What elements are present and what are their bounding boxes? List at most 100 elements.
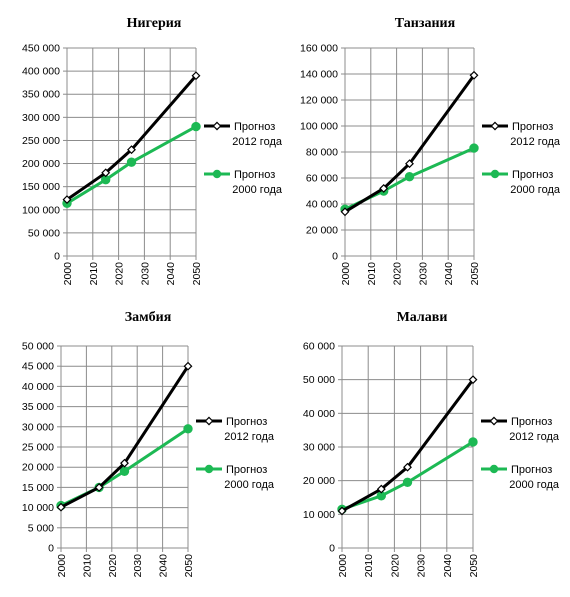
legend-label-line2: 2012 года <box>510 136 561 148</box>
chart-zambia: Замбия 0 5 000 10 000 15 000 20 000 25 000 30 0… <box>0 298 285 597</box>
chart-nigeria: Нигерия 0 50 000 100 000 150 000 200 000 250 0… <box>0 0 285 298</box>
x-tick-label: 2020 <box>392 262 404 286</box>
x-tick-label: 2000 <box>337 554 349 578</box>
chart-tanzania: Танзания 0 20 000 40 000 60 000 80 000 100 000… <box>285 0 570 298</box>
legend-label-line2: 2012 года <box>509 431 560 443</box>
legend-marker-0 <box>212 121 222 131</box>
y-tick-label: 20 000 <box>306 225 338 237</box>
data-point-circle <box>119 466 130 476</box>
y-tick-label: 0 <box>329 543 335 555</box>
y-tick-label: 350 000 <box>22 89 60 101</box>
x-tick-label: 2030 <box>417 262 429 286</box>
y-tick-label: 0 <box>332 251 338 263</box>
x-tick-label: 2000 <box>56 554 68 578</box>
data-point-circle <box>191 121 201 132</box>
data-point-diamond <box>101 168 111 178</box>
data-point-diamond <box>183 361 193 371</box>
x-tick-label: 2000 <box>62 262 74 286</box>
legend-marker-1 <box>212 169 222 179</box>
y-tick-label: 100 000 <box>300 121 338 133</box>
legend-label-line2: 2012 года <box>224 431 275 443</box>
y-tick-label: 50 000 <box>22 341 54 353</box>
data-point-diamond <box>376 484 386 494</box>
data-point-diamond <box>469 70 479 80</box>
legend-marker-0 <box>490 121 500 131</box>
x-tick-label: 2020 <box>114 262 126 286</box>
legend-marker-0 <box>204 416 214 426</box>
x-tick-label: 2030 <box>132 554 144 578</box>
y-tick-label: 25 000 <box>22 442 54 454</box>
data-point-diamond <box>403 462 412 472</box>
y-tick-label: 450 000 <box>22 43 60 55</box>
legend-label-line1: Прогноз <box>512 169 553 181</box>
legend-marker-0 <box>489 416 499 426</box>
data-point-circle <box>404 172 415 182</box>
y-tick-label: 400 000 <box>22 66 60 78</box>
y-tick-label: 250 000 <box>22 135 60 147</box>
data-point-circle <box>468 437 478 447</box>
y-tick-label: 300 000 <box>22 112 60 124</box>
series-line-1 <box>341 440 474 511</box>
series-line-0 <box>341 378 475 513</box>
series-line-0 <box>66 74 198 201</box>
series-line-0 <box>344 74 476 214</box>
data-point-diamond <box>62 195 72 205</box>
x-tick-label: 2010 <box>88 262 100 286</box>
y-tick-label: 35 000 <box>22 401 54 413</box>
legend-label-line1: Прогноз <box>511 464 552 476</box>
data-point-diamond <box>127 145 136 155</box>
chart-malawi: Малави 0 10 000 20 000 30 000 40 000 50 000 60 … <box>285 298 570 597</box>
y-tick-label: 20 000 <box>303 475 335 487</box>
y-tick-label: 0 <box>54 251 60 263</box>
y-tick-label: 10 000 <box>22 502 54 514</box>
legend-label-line1: Прогноз <box>511 416 552 428</box>
y-tick-label: 30 000 <box>22 421 54 433</box>
x-tick-label: 2010 <box>81 554 93 578</box>
chart-title: Замбия <box>125 310 172 325</box>
y-tick-label: 160 000 <box>300 43 338 55</box>
chart-malawi-svg: Малави 0 10 000 20 000 30 000 40 000 50 000 60 … <box>303 310 560 578</box>
x-tick-label: 2050 <box>183 554 195 578</box>
legend-label-line1: Прогноз <box>226 416 267 428</box>
legend-label-line2: 2000 года <box>232 184 283 196</box>
legend-label-line1: Прогноз <box>234 121 275 133</box>
x-tick-label: 2030 <box>139 262 151 286</box>
y-tick-label: 50 000 <box>28 227 60 239</box>
y-tick-label: 0 <box>48 543 54 555</box>
y-tick-label: 10 000 <box>303 509 335 521</box>
y-tick-label: 40 000 <box>303 408 335 420</box>
y-tick-label: 100 000 <box>22 204 60 216</box>
data-point-diamond <box>468 375 478 385</box>
x-tick-label: 2030 <box>416 554 428 578</box>
data-point-diamond <box>56 502 66 512</box>
x-tick-label: 2000 <box>340 262 352 286</box>
series-line-0 <box>60 365 190 509</box>
x-tick-label: 2010 <box>366 262 378 286</box>
legend-label-line2: 2012 года <box>232 136 283 148</box>
y-tick-label: 60 000 <box>303 341 335 353</box>
legend-marker-1 <box>204 464 214 474</box>
y-tick-label: 140 000 <box>300 69 338 81</box>
data-point-diamond <box>405 159 414 169</box>
data-point-diamond <box>191 71 201 81</box>
y-tick-label: 40 000 <box>22 381 54 393</box>
y-tick-label: 30 000 <box>303 442 335 454</box>
x-tick-label: 2040 <box>442 554 454 578</box>
y-tick-label: 5 000 <box>28 522 54 534</box>
chart-title: Нигерия <box>127 16 182 31</box>
x-tick-label: 2040 <box>443 262 455 286</box>
x-tick-label: 2050 <box>191 262 203 286</box>
data-point-diamond <box>337 506 347 516</box>
y-tick-label: 45 000 <box>22 361 54 373</box>
y-tick-label: 80 000 <box>306 147 338 159</box>
legend-marker-1 <box>490 169 500 179</box>
y-tick-label: 200 000 <box>22 158 60 170</box>
x-tick-label: 2020 <box>389 554 401 578</box>
data-point-diamond <box>379 183 389 193</box>
legend-label-line2: 2000 года <box>509 479 560 491</box>
chart-nigeria-svg: Нигерия 0 50 000 100 000 150 000 200 000 250 0… <box>22 16 283 286</box>
legend-label-line1: Прогноз <box>512 121 553 133</box>
chart-tanzania-svg: Танзания 0 20 000 40 000 60 000 80 000 100 000… <box>300 16 561 286</box>
data-point-diamond <box>94 482 104 492</box>
data-point-circle <box>402 477 413 488</box>
